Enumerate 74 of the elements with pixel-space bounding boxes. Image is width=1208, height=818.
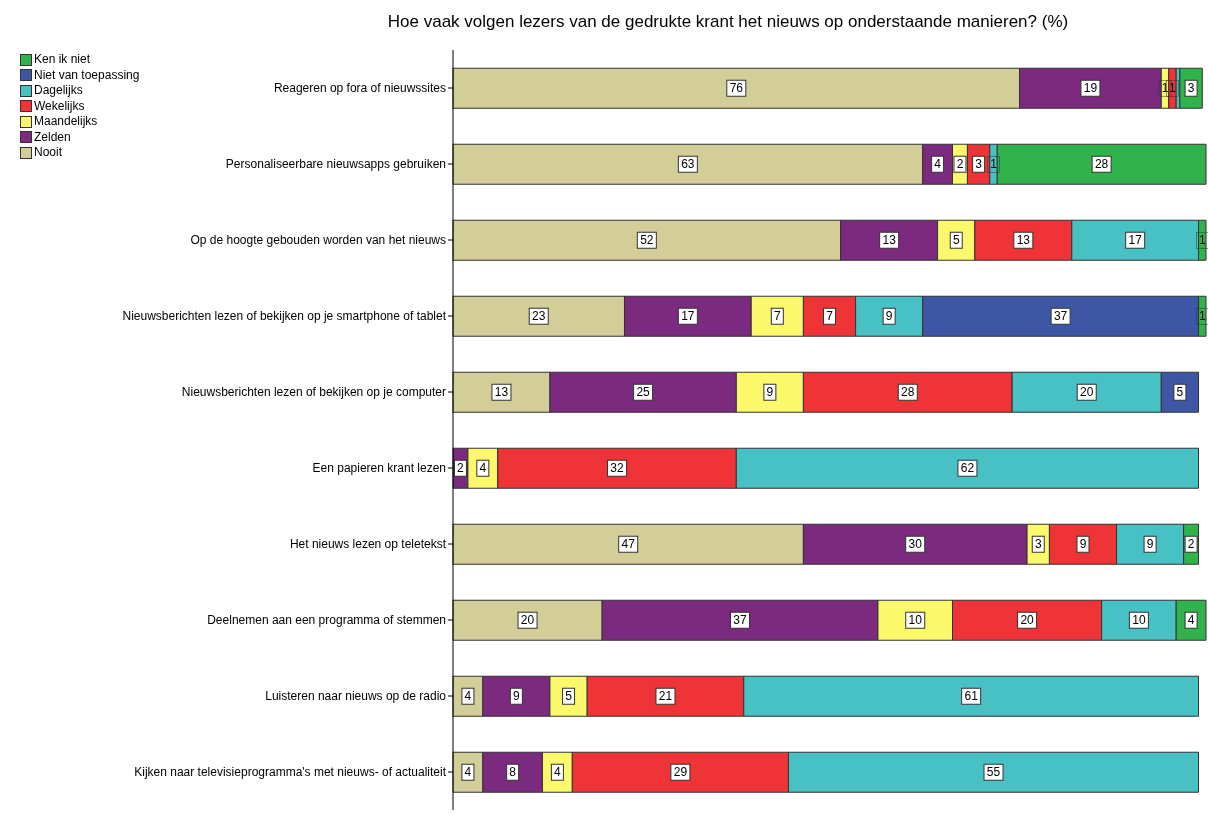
data-label: 32 bbox=[610, 461, 625, 476]
data-label: 20 bbox=[1020, 613, 1035, 628]
legend-label: Ken ik niet bbox=[34, 52, 91, 68]
data-label: 7 bbox=[826, 309, 834, 324]
data-label: 9 bbox=[766, 385, 774, 400]
legend-label: Dagelijks bbox=[34, 83, 83, 99]
y-tick-label: Reageren op fora of nieuwssites bbox=[273, 81, 446, 96]
data-label: 3 bbox=[1034, 537, 1042, 552]
legend-label: Zelden bbox=[34, 129, 71, 145]
data-label: 61 bbox=[964, 689, 979, 704]
data-label: 30 bbox=[908, 537, 923, 552]
chart-title: Hoe vaak volgen lezers van de gedrukte krant het nieuws op onderstaande manieren? (%) bbox=[386, 11, 1070, 33]
data-label: 4 bbox=[479, 461, 487, 476]
data-label: 5 bbox=[565, 689, 573, 704]
data-label: 1 bbox=[1161, 81, 1169, 96]
data-label: 2 bbox=[1187, 537, 1195, 552]
data-label: 47 bbox=[621, 537, 636, 552]
data-label: 5 bbox=[952, 233, 960, 248]
data-label: 17 bbox=[1128, 233, 1143, 248]
y-tick-label: Op de hoogte gebouden worden van het nieuws bbox=[190, 233, 446, 248]
data-label: 17 bbox=[681, 309, 695, 324]
data-label: 63 bbox=[681, 157, 695, 172]
data-label: 23 bbox=[532, 309, 546, 324]
data-label: 28 bbox=[901, 385, 915, 400]
y-tick-label: Nieuwsberichten lezen of bekijken op je computer bbox=[181, 385, 446, 400]
legend-label: Wekelijks bbox=[34, 98, 85, 114]
y-tick-label: Nieuwsberichten lezen of bekijken op je smartphone of tablet bbox=[122, 309, 447, 324]
data-label: 20 bbox=[520, 613, 535, 628]
data-label: 4 bbox=[934, 157, 942, 172]
legend-label: Niet van toepassing bbox=[34, 67, 140, 83]
data-label: 9 bbox=[1079, 537, 1087, 552]
data-label: 9 bbox=[513, 689, 521, 704]
data-label: 20 bbox=[1080, 385, 1094, 400]
data-label: 3 bbox=[1187, 81, 1195, 96]
data-label: 28 bbox=[1094, 157, 1109, 172]
data-label: 13 bbox=[1016, 233, 1031, 248]
data-label: 21 bbox=[658, 689, 673, 704]
data-label: 19 bbox=[1083, 81, 1098, 96]
data-label: 62 bbox=[960, 461, 975, 476]
data-label: 9 bbox=[1146, 537, 1154, 552]
data-label: 4 bbox=[464, 765, 472, 780]
data-label: 2 bbox=[457, 461, 465, 476]
data-label: 55 bbox=[986, 765, 1001, 780]
data-label: 4 bbox=[464, 689, 472, 704]
data-label: 52 bbox=[640, 233, 654, 248]
data-label: 2 bbox=[956, 157, 964, 172]
legend-label: Nooit bbox=[34, 145, 63, 161]
data-label: 1 bbox=[1169, 81, 1177, 96]
legend-label: Maandelijks bbox=[34, 114, 98, 130]
data-label: 37 bbox=[1053, 309, 1068, 324]
data-label: 1 bbox=[1198, 309, 1206, 324]
data-label: 10 bbox=[908, 613, 923, 628]
data-label: 7 bbox=[773, 309, 781, 324]
data-label: 25 bbox=[636, 385, 651, 400]
y-tick-label: Luisteren naar nieuws op de radio bbox=[265, 689, 447, 704]
data-label: 13 bbox=[494, 385, 509, 400]
data-label: 9 bbox=[885, 309, 893, 324]
data-label: 13 bbox=[882, 233, 897, 248]
data-label: 1 bbox=[990, 157, 998, 172]
y-tick-label: Het nieuws lezen op teletekst bbox=[289, 537, 447, 552]
data-label: 4 bbox=[1187, 613, 1195, 628]
data-label: 8 bbox=[509, 765, 517, 780]
data-label: 76 bbox=[729, 81, 744, 96]
data-label: 4 bbox=[554, 765, 562, 780]
data-label: 37 bbox=[733, 613, 748, 628]
y-tick-label: Kijken naar televisieprogramma's met nieuws- of actualiteit bbox=[134, 765, 447, 780]
y-tick-label: Een papieren krant lezen bbox=[312, 461, 446, 476]
data-label: 29 bbox=[673, 765, 688, 780]
data-label: 5 bbox=[1176, 385, 1184, 400]
y-tick-label: Deelnemen aan een programma of stemmen bbox=[207, 613, 446, 628]
y-tick-label: Personaliseerbare nieuwsapps gebruiken bbox=[225, 157, 446, 172]
data-label: 1 bbox=[1198, 233, 1206, 248]
data-label: 3 bbox=[975, 157, 983, 172]
data-label: 10 bbox=[1132, 613, 1146, 628]
